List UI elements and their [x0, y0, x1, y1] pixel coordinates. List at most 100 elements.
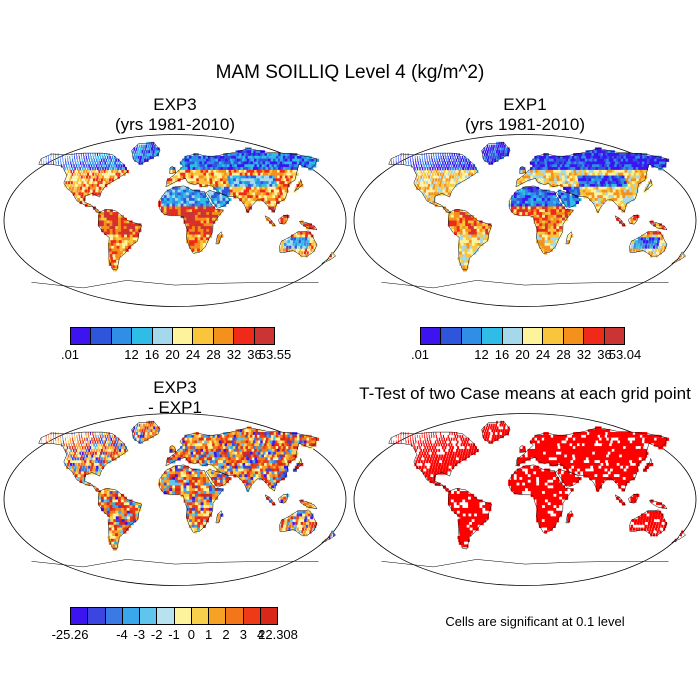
- coastline: [481, 142, 511, 165]
- colorbar-diff-swatch: [105, 608, 123, 624]
- colorbar-diff: [70, 607, 278, 625]
- panel-title-exp1-line1: EXP1: [503, 95, 547, 114]
- colorbar-exp3-swatch: [254, 328, 275, 344]
- coastline: [629, 509, 668, 536]
- panel-title-exp1-line2: (yrs 1981-2010): [464, 115, 585, 134]
- colorbar-exp3-labels: .01 12 16 20 24 28 32 36 53.55: [61, 347, 291, 363]
- colorbar-exp3-label: .01: [60, 347, 80, 362]
- colorbar-diff-label: -4: [116, 627, 128, 642]
- colorbar-exp1-swatch: [502, 328, 524, 344]
- colorbar-diff-labels: -25.26 -4 -3 -2 -1 0 1 2 3 4 22.308: [52, 627, 298, 643]
- colorbar-exp3-swatch: [234, 328, 255, 344]
- colorbar-diff-swatch: [157, 608, 175, 624]
- panel-title-ttest: T-Test of two Case means at each grid po…: [350, 384, 700, 404]
- colorbar-exp1-swatch: [563, 328, 585, 344]
- colorbar-exp1-label: 12: [474, 347, 489, 362]
- coastline: [31, 280, 319, 289]
- coastline: [671, 251, 686, 264]
- coastline: [131, 142, 161, 165]
- coastline: [388, 152, 479, 214]
- colorbar-diff-swatch: [88, 608, 106, 624]
- coastline: [614, 494, 627, 506]
- colorbar-diff-swatch: [71, 608, 89, 624]
- colorbar-exp1-swatch: [523, 328, 544, 344]
- coastline: [38, 431, 129, 493]
- colorbar-diff-swatch: [140, 608, 158, 624]
- colorbar-exp1-label: 28: [556, 347, 571, 362]
- colorbar-exp1-swatch: [461, 328, 483, 344]
- colorbar-exp3-label: 32: [226, 347, 242, 362]
- colorbar-exp3-label: 16: [144, 347, 160, 362]
- colorbar-diff-label: -3: [133, 627, 146, 642]
- colorbar-diff-label: 22.308: [258, 627, 298, 642]
- colorbar-exp1-label: 32: [576, 347, 592, 362]
- colorbar-exp3-swatch: [152, 328, 174, 344]
- coastline: [321, 530, 336, 543]
- colorbar-exp1-swatch: [584, 328, 605, 344]
- colorbar-exp1-label: 20: [515, 347, 530, 362]
- coastline: [97, 209, 143, 271]
- coastline: [294, 458, 303, 471]
- colorbar-exp3: [70, 327, 275, 345]
- coastline: [388, 431, 479, 493]
- coastline: [158, 464, 224, 533]
- panel-title-diff-line1: EXP3: [153, 378, 197, 397]
- colorbar-exp1-swatch: [421, 328, 442, 344]
- coastline: [555, 469, 581, 488]
- colorbar-diff-label: 1: [205, 627, 213, 642]
- colorbar-diff-label: -25.26: [51, 627, 89, 642]
- colorbar-exp3-swatch: [71, 328, 92, 344]
- coastline: [278, 214, 289, 225]
- colorbar-exp1-label: 24: [535, 347, 551, 362]
- colorbar-exp1-label: .01: [410, 347, 430, 362]
- colorbar-exp3-label: 36: [247, 347, 262, 362]
- coastline: [279, 230, 318, 257]
- coastline: [508, 185, 574, 254]
- coastline: [555, 190, 581, 209]
- coastline: [169, 165, 177, 174]
- colorbar-exp1-swatch: [441, 328, 462, 344]
- colorbar-diff-label: -1: [168, 627, 180, 642]
- coastline: [644, 458, 653, 471]
- colorbar-exp3-label: 12: [124, 347, 139, 362]
- coastline: [447, 209, 493, 271]
- colorbar-diff-swatch: [260, 608, 277, 624]
- coastline: [321, 251, 336, 264]
- coastline: [671, 530, 686, 543]
- coastline: [97, 488, 143, 550]
- colorbar-diff-label: 0: [187, 627, 195, 642]
- colorbar-exp3-label: 24: [185, 347, 201, 362]
- colorbar-exp3-swatch: [213, 328, 235, 344]
- coastline: [481, 421, 511, 444]
- coastline: [648, 221, 668, 231]
- colorbar-exp1-swatch: [482, 328, 503, 344]
- coastline: [629, 230, 668, 257]
- coastline: [278, 493, 289, 504]
- panel-title-exp3-line2: (yrs 1981-2010): [114, 115, 235, 134]
- land-cells: [41, 420, 335, 551]
- colorbar-diff-swatch: [226, 608, 244, 624]
- colorbar-exp1-swatch: [543, 328, 564, 344]
- colorbar-diff-label: 3: [239, 627, 247, 642]
- coastline: [565, 510, 573, 524]
- colorbar-diff-label: 2: [222, 627, 230, 642]
- coastline: [381, 280, 669, 289]
- colorbar-diff-label: -2: [150, 627, 163, 642]
- land-cells: [41, 141, 335, 272]
- colorbar-exp3-label: 20: [165, 347, 180, 362]
- map-exp3: [3, 134, 347, 307]
- colorbar-diff-swatch: [191, 608, 209, 624]
- map-exp1: [353, 134, 697, 307]
- coastline: [508, 464, 574, 533]
- panel-title-exp3-line1: EXP3: [153, 95, 197, 114]
- colorbar-exp1-labels: .01 12 16 20 24 28 32 36 53.04: [411, 347, 641, 363]
- map-diff: [3, 413, 347, 586]
- coastline: [644, 179, 653, 192]
- colorbar-exp3-swatch: [193, 328, 214, 344]
- coastline: [515, 427, 668, 493]
- colorbar-diff-swatch: [209, 608, 227, 624]
- coastline: [515, 148, 668, 214]
- colorbar-exp1-label: 16: [494, 347, 510, 362]
- colorbar-diff-swatch: [122, 608, 140, 624]
- coastline: [648, 500, 668, 510]
